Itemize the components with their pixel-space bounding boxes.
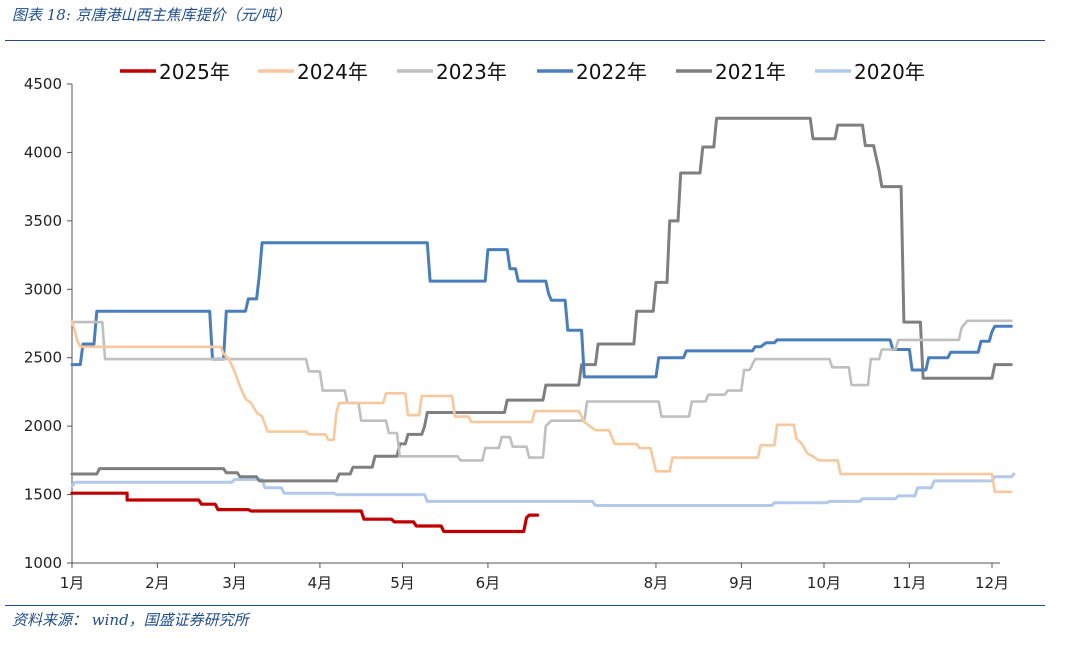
legend-item: 2025年 xyxy=(120,60,230,84)
legend: 2025年 2024年 2023年 2022年 2021年 2020年 xyxy=(120,60,925,84)
y-tick-label: 2000 xyxy=(24,417,62,435)
y-axis: 1000 1500 2000 2500 3000 3500 4000 4500 xyxy=(24,75,73,572)
legend-item: 2024年 xyxy=(258,60,368,84)
legend-item: 2020年 xyxy=(815,60,925,84)
y-tick-label: 4500 xyxy=(24,75,62,93)
series-line-2022年 xyxy=(70,241,1013,379)
series-line-2020年 xyxy=(70,472,1016,507)
top-rule xyxy=(5,40,1045,41)
y-tick-label: 1000 xyxy=(24,554,62,572)
legend-label: 2021年 xyxy=(715,60,786,84)
x-tick-label: 1月 xyxy=(60,574,85,592)
y-tick-label: 3000 xyxy=(24,280,62,298)
y-tick-label: 4000 xyxy=(24,143,62,161)
x-tick-label: 11月 xyxy=(892,574,926,592)
figure-title: 图表 18: 京唐港山西主焦库提价（元/吨） xyxy=(12,6,291,24)
x-tick-label: 4月 xyxy=(308,574,333,592)
series-line-2024年 xyxy=(70,319,1013,494)
x-tick-label: 6月 xyxy=(476,574,501,592)
series-line-2025年 xyxy=(70,491,540,534)
x-tick-label: 10月 xyxy=(807,574,841,592)
bottom-rule xyxy=(5,605,1045,606)
legend-label: 2020年 xyxy=(854,60,925,84)
legend-label: 2024年 xyxy=(297,60,368,84)
series-layer xyxy=(70,116,1016,534)
series-line-2023年 xyxy=(70,319,1013,462)
x-tick-label: 3月 xyxy=(222,574,247,592)
y-tick-label: 3500 xyxy=(24,212,62,230)
legend-item: 2021年 xyxy=(676,60,786,84)
x-axis: 1月 2月 3月 4月 5月 6月 8月 9月 10月 11月 12月 xyxy=(60,562,1009,592)
legend-item: 2023年 xyxy=(397,60,507,84)
x-tick-label: 9月 xyxy=(729,574,754,592)
x-tick-label: 12月 xyxy=(975,574,1009,592)
legend-label: 2022年 xyxy=(576,60,647,84)
legend-label: 2023年 xyxy=(436,60,507,84)
y-tick-label: 1500 xyxy=(24,486,62,504)
series-line-2021年 xyxy=(70,116,1013,483)
x-tick-label: 2月 xyxy=(145,574,170,592)
source-note: 资料来源： wind，国盛证券研究所 xyxy=(12,611,249,629)
x-tick-label: 5月 xyxy=(390,574,415,592)
legend-label: 2025年 xyxy=(159,60,230,84)
x-tick-label: 8月 xyxy=(644,574,669,592)
y-tick-label: 2500 xyxy=(24,349,62,367)
legend-item: 2022年 xyxy=(537,60,647,84)
